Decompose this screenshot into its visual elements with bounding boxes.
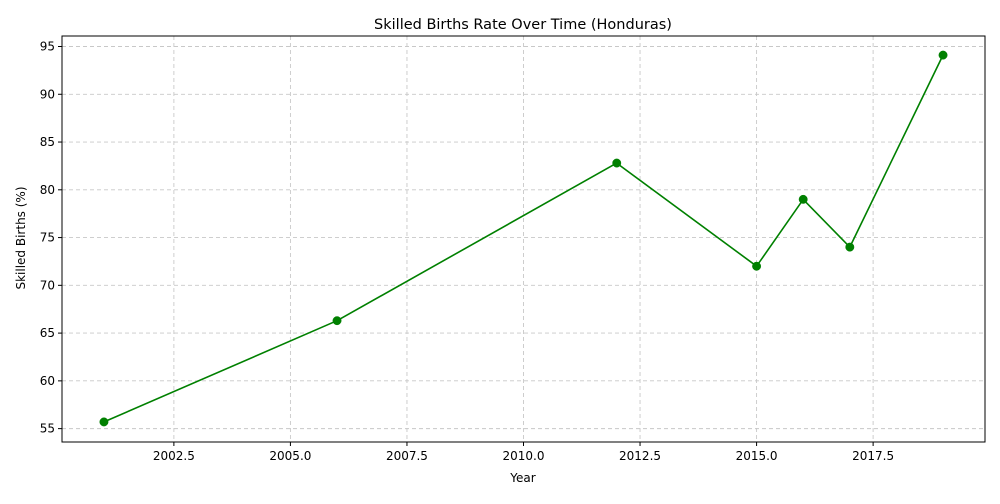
chart-title: Skilled Births Rate Over Time (Honduras) (374, 17, 672, 33)
y-tick-label: 85 (40, 135, 55, 149)
y-tick-label: 70 (40, 278, 55, 292)
y-tick-label: 75 (40, 231, 55, 245)
x-tick-label: 2015.0 (736, 449, 778, 463)
y-axis-label: Skilled Births (%) (14, 186, 28, 289)
data-point (938, 50, 948, 60)
y-tick-label: 65 (40, 326, 55, 340)
x-tick-label: 2017.5 (852, 449, 894, 463)
grid (62, 36, 985, 442)
y-tick-label: 95 (40, 40, 55, 54)
x-tick-label: 2012.5 (619, 449, 661, 463)
y-tick-label: 60 (40, 374, 55, 388)
data-point (332, 316, 342, 326)
y-tick-label: 80 (40, 183, 55, 197)
x-tick-label: 2002.5 (153, 449, 195, 463)
x-tick-label: 2007.5 (386, 449, 428, 463)
x-axis-label: Year (509, 471, 535, 485)
data-point (752, 261, 762, 271)
y-tick-label: 55 (40, 422, 55, 436)
data-point (798, 194, 808, 204)
data-point (845, 242, 855, 252)
data-point (99, 417, 109, 427)
x-tick-label: 2010.0 (503, 449, 545, 463)
series-layer (99, 50, 948, 427)
ticks: 2002.5 2005.0 2007.5 2010.0 2012.5 2015.0 2017… (40, 40, 894, 463)
y-tick-label: 90 (40, 87, 55, 101)
data-point (612, 158, 622, 168)
x-tick-label: 2005.0 (269, 449, 311, 463)
